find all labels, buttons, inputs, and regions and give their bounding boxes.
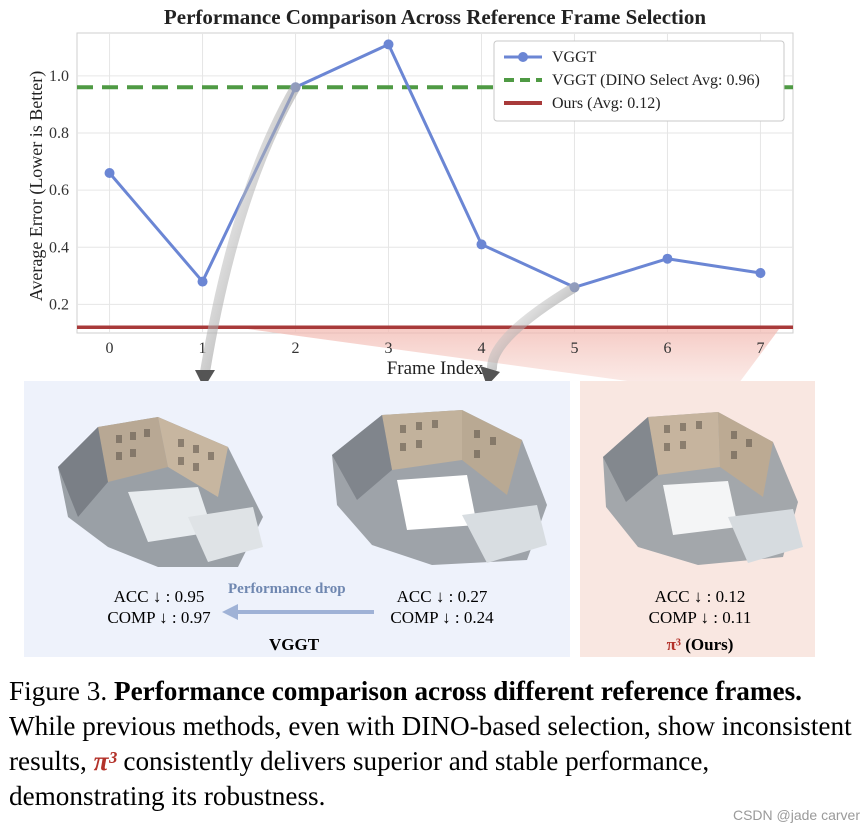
comp-value: COMP ↓ : 0.24	[390, 608, 494, 627]
figure: 0 1 2 3 4 5 6 7 0.2 0.4 0.6 0.8 1.0 Performance Comp…	[24, 5, 815, 657]
legend-label: Ours (Avg: 0.12)	[552, 95, 661, 112]
callout-arrows	[195, 82, 580, 388]
data-point-vggt	[755, 268, 766, 278]
data-point-vggt	[662, 253, 673, 264]
y-tick-label: 1.0	[49, 68, 69, 85]
performance-drop-arrow	[222, 604, 374, 620]
figure-number: Figure 3.	[9, 676, 108, 706]
vggt-frame4-metrics: ACC ↓ : 0.27 COMP ↓ : 0.24	[367, 586, 517, 628]
legend-label: VGGT (DINO Select Avg: 0.96)	[552, 72, 760, 89]
callout-arrowhead-frame2	[195, 370, 215, 388]
legend-marker	[518, 52, 528, 62]
callout-arrow-frame5	[486, 282, 580, 373]
y-tick-label: 0.6	[49, 182, 69, 199]
pi3-symbol: π³	[666, 635, 681, 654]
reconstruction-image-vggt-frame4	[332, 410, 547, 565]
ours-method-label: π³ (Ours)	[620, 635, 780, 655]
callout-arrow-frame2	[200, 82, 301, 377]
y-axis-label: Average Error (Lower is Better)	[26, 71, 47, 302]
x-tick-label: 3	[385, 340, 393, 357]
y-tick-label: 0.4	[49, 239, 69, 256]
tick-labels: 0 1 2 3 4 5 6 7 0.2 0.4 0.6 0.8 1.0	[49, 68, 764, 357]
caption-pi3: π³	[93, 746, 117, 776]
data-point-vggt	[197, 276, 208, 287]
y-tick-label: 0.2	[49, 296, 69, 313]
legend: VGGT VGGT (DINO Select Avg: 0.96) Ours (Av…	[493, 40, 785, 122]
callout-arrowhead-frame5	[480, 366, 500, 386]
data-point-vggt	[383, 39, 394, 50]
caption-text-a: While previous methods, even with DINO-b…	[9, 711, 852, 776]
ours-panel: ACC ↓ : 0.12 COMP ↓ : 0.11 π³ (Ours)	[580, 381, 815, 657]
reconstruction-image-ours	[603, 412, 803, 565]
acc-value: ACC ↓ : 0.95	[113, 587, 205, 606]
line-chart: 0 1 2 3 4 5 6 7 0.2 0.4 0.6 0.8 1.0 Performance Comp…	[26, 5, 794, 388]
acc-value: ACC ↓ : 0.12	[654, 587, 746, 606]
figure-caption: Figure 3. Performance comparison across …	[9, 674, 859, 814]
chart-title: Performance Comparison Across Reference …	[164, 5, 706, 29]
vggt-method-label: VGGT	[268, 635, 320, 654]
x-tick-label: 0	[106, 340, 114, 357]
data-point-vggt	[104, 168, 115, 178]
x-tick-label: 5	[570, 340, 578, 357]
x-tick-label: 6	[663, 340, 671, 357]
ours-label: (Ours)	[681, 635, 734, 654]
vggt-frame2-metrics: ACC ↓ : 0.95 COMP ↓ : 0.97	[84, 586, 234, 628]
performance-drop-label: Performance drop	[228, 581, 346, 597]
comp-value: COMP ↓ : 0.11	[648, 608, 752, 627]
comp-value: COMP ↓ : 0.97	[107, 608, 211, 627]
y-tick-label: 0.8	[49, 125, 69, 142]
highlight-fan	[235, 327, 781, 381]
acc-value: ACC ↓ : 0.27	[396, 587, 488, 606]
series-line-vggt	[108, 42, 761, 289]
ours-metrics: ACC ↓ : 0.12 COMP ↓ : 0.11	[620, 586, 780, 628]
x-axis-label: Frame Index	[387, 358, 484, 379]
watermark: CSDN @jade carver	[732, 807, 860, 823]
x-tick-label: 1	[199, 340, 207, 357]
legend-box	[493, 40, 785, 122]
caption-bold-title: Performance comparison across different …	[113, 676, 802, 706]
legend-label: VGGT	[552, 49, 597, 66]
data-point-vggt	[476, 239, 487, 250]
x-tick-label: 7	[756, 340, 764, 357]
x-tick-label: 2	[292, 340, 300, 357]
caption-text-b: consistently delivers superior and stabl…	[9, 746, 710, 811]
reconstruction-image-vggt-frame2	[58, 417, 263, 567]
ours-highlight-fan	[235, 327, 781, 381]
x-tick-label: 4	[477, 340, 485, 357]
